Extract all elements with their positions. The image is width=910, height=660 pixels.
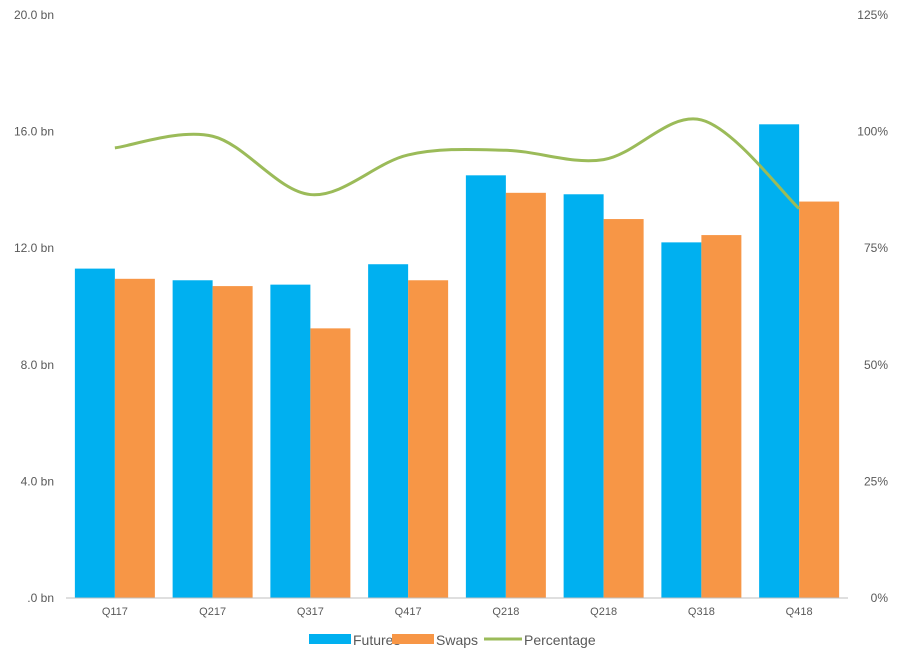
- x-tick-label: Q317: [297, 606, 324, 618]
- x-tick-label: Q117: [102, 606, 128, 618]
- bar-swaps: [408, 280, 449, 598]
- bar-futures: [759, 124, 800, 598]
- bar-swaps: [701, 235, 742, 598]
- bar-futures: [563, 194, 604, 598]
- legend-label-swaps: Swaps: [436, 632, 478, 648]
- y-left-tick-label: 8.0 bn: [21, 358, 54, 372]
- bar-swaps: [505, 192, 546, 598]
- y-right-tick-label: 0%: [871, 591, 889, 605]
- x-tick-label: Q318: [688, 606, 715, 618]
- y-right-tick-label: 75%: [864, 241, 888, 255]
- bar-swaps: [114, 278, 155, 598]
- bar-futures: [74, 268, 115, 598]
- bar-swaps: [603, 219, 644, 599]
- bar-futures: [172, 280, 213, 598]
- line-series-group: [114, 117, 801, 210]
- x-tick-label: Q417: [395, 606, 422, 618]
- y-axis-right: 0% 25% 50% 75% 100% 125%: [857, 8, 888, 605]
- bar-swaps: [310, 328, 351, 598]
- bar-futures: [368, 264, 409, 598]
- legend-label-percentage: Percentage: [524, 632, 596, 648]
- y-left-tick-label: 12.0 bn: [14, 241, 54, 255]
- y-left-tick-label: 16.0 bn: [14, 125, 54, 139]
- legend-swatch-swaps: [392, 634, 434, 644]
- y-right-tick-label: 25%: [864, 474, 888, 488]
- y-left-tick-label: 4.0 bn: [21, 474, 54, 488]
- y-left-tick-label: .0 bn: [27, 591, 54, 605]
- x-tick-label: Q418: [786, 606, 813, 618]
- bar-futures: [465, 175, 506, 598]
- x-axis: Q117 Q217 Q317 Q417 Q218 Q218 Q318 Q418: [102, 606, 813, 618]
- legend-label-futures: Futures: [353, 632, 400, 648]
- x-tick-label: Q217: [199, 606, 226, 618]
- bar-series-group: [74, 124, 840, 599]
- bar-swaps: [799, 201, 840, 598]
- y-right-tick-label: 50%: [864, 358, 888, 372]
- legend: Futures Swaps Percentage: [309, 632, 596, 648]
- x-tick-label: Q218: [590, 606, 617, 618]
- y-right-tick-label: 100%: [857, 125, 888, 139]
- x-tick-label: Q218: [492, 606, 519, 618]
- bar-futures: [661, 242, 702, 598]
- legend-swatch-futures: [309, 634, 351, 644]
- y-axis-left: .0 bn 4.0 bn 8.0 bn 12.0 bn 16.0 bn 20.0 bn: [14, 8, 54, 605]
- bar-swaps: [212, 286, 253, 598]
- line-percentage: [114, 117, 801, 210]
- y-left-tick-label: 20.0 bn: [14, 8, 54, 22]
- y-right-tick-label: 125%: [857, 8, 888, 22]
- bar-futures: [270, 284, 311, 598]
